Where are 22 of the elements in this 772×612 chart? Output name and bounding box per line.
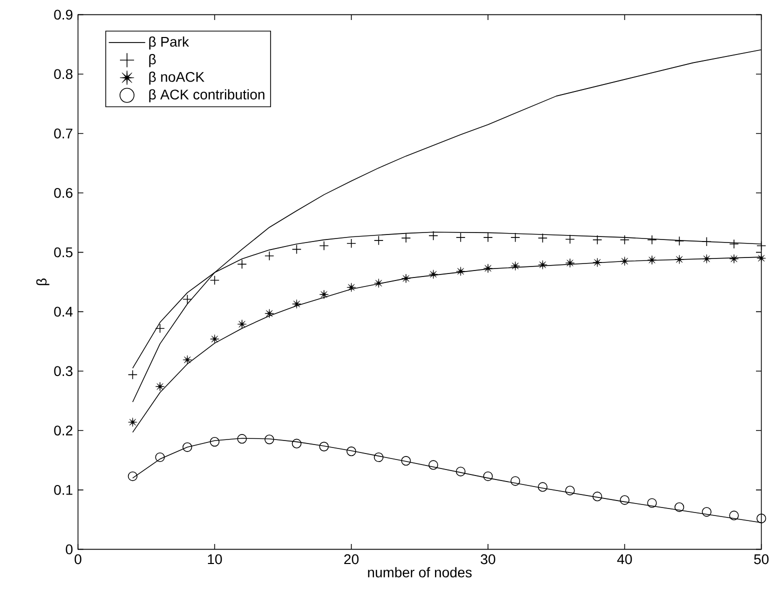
legend-label: β Park <box>149 36 189 50</box>
y-tick-label: 0.5 <box>54 247 72 258</box>
x-tick-label: 30 <box>480 554 496 564</box>
x-tick-label: 40 <box>617 554 632 564</box>
x-tick-label: 10 <box>208 554 222 564</box>
y-tick-label: 0 <box>66 544 73 554</box>
x-tick-label: 0 <box>74 554 82 564</box>
y-tick-label: 0.8 <box>54 69 72 80</box>
y-tick-label: 0.2 <box>54 426 72 436</box>
y-tick-label: 0.7 <box>54 128 72 138</box>
x-tick-label: 20 <box>344 554 359 564</box>
legend-label: β noACK <box>149 72 204 85</box>
y-tick-label: 0.9 <box>54 10 72 20</box>
y-tick-label: 0.6 <box>54 188 72 198</box>
legend-label: β ACK contribution <box>149 89 264 102</box>
legend-label: β <box>149 54 156 68</box>
y-tick-label: 0.4 <box>54 306 73 317</box>
y-tick-label: 0.1 <box>54 484 72 495</box>
y-axis-title: β <box>36 278 50 286</box>
x-tick-label: 50 <box>754 554 769 564</box>
y-tick-label: 0.3 <box>54 366 72 376</box>
x-axis-title: number of nodes <box>368 567 472 578</box>
